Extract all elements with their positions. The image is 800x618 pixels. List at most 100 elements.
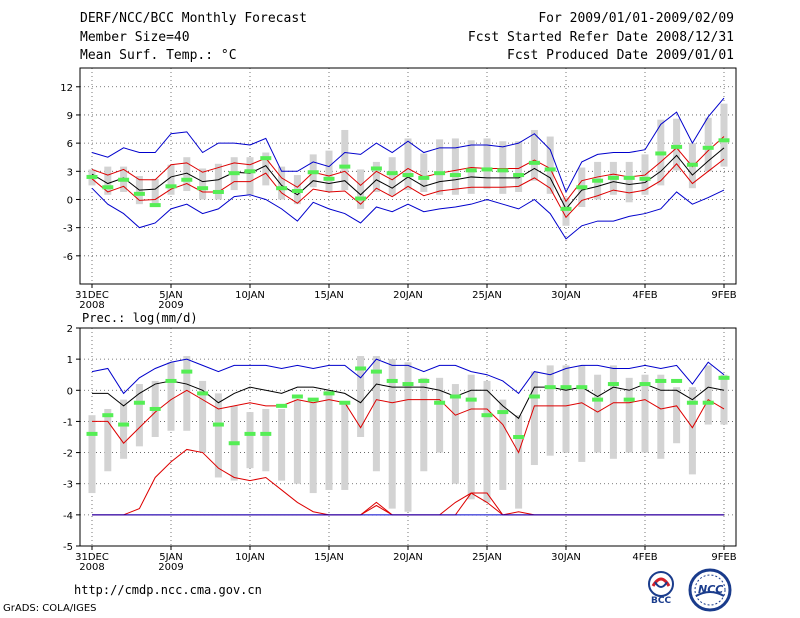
y-tick-label: -5: [63, 542, 73, 553]
mean-marker: [260, 431, 272, 436]
box-bar: [420, 153, 428, 192]
box-bar: [594, 374, 602, 453]
series-line-upper: [91, 136, 725, 203]
mean-marker: [465, 397, 477, 402]
box-bar: [499, 399, 507, 490]
box-bar: [278, 166, 286, 200]
mean-marker: [370, 166, 382, 171]
mean-marker: [133, 191, 145, 196]
box-bar: [183, 157, 191, 192]
x-tick-label: 4FEB: [632, 290, 657, 301]
x-tick-sublabel: 2009: [158, 300, 183, 311]
mean-marker: [276, 403, 288, 408]
box-bar: [625, 377, 633, 453]
mean-marker: [513, 173, 525, 178]
source-url[interactable]: http://cmdp.ncc.cma.gov.cn: [74, 583, 262, 597]
mean-marker: [355, 366, 367, 371]
box-bar: [120, 399, 128, 459]
mean-marker: [560, 206, 572, 211]
box-bar: [530, 371, 538, 466]
box-bar: [214, 163, 222, 200]
y-tick-label: -3: [63, 480, 73, 491]
box-bar: [451, 138, 459, 195]
x-tick-label: 10JAN: [235, 552, 265, 563]
mean-marker: [528, 160, 540, 165]
mean-marker: [276, 186, 288, 191]
mean-marker: [197, 186, 209, 191]
y-tick-label: 9: [67, 111, 73, 122]
series-line-max: [91, 358, 725, 395]
y-tick-label: -6: [63, 252, 73, 263]
box-bar: [388, 359, 396, 509]
bcc-logo-text: BCC: [651, 596, 672, 606]
member-size-label: Member Size=40: [80, 30, 190, 45]
mean-marker: [592, 397, 604, 402]
mean-marker: [702, 145, 714, 150]
box-bar: [104, 166, 112, 195]
box-bar: [325, 150, 333, 192]
forecast-started-label: Fcst Started Refer Date 2008/12/31: [467, 30, 734, 45]
y-tick-label: -3: [63, 224, 73, 235]
box-bar: [372, 356, 380, 472]
mean-marker: [544, 385, 556, 390]
box-bar: [214, 393, 222, 478]
mean-marker: [497, 168, 509, 173]
box-bar: [151, 178, 159, 207]
box-bar: [404, 362, 412, 512]
mean-marker: [323, 391, 335, 396]
panel-title: Prec.: log(mm/d): [82, 311, 198, 325]
mean-marker: [481, 167, 493, 172]
box-bar: [704, 365, 712, 425]
mean-marker: [655, 151, 667, 156]
mean-marker: [639, 382, 651, 387]
mean-marker: [607, 175, 619, 180]
x-tick-label: 31DEC: [75, 290, 109, 301]
forecast-period-label: For 2009/01/01-2009/02/09: [538, 11, 734, 26]
x-tick-label: 5JAN: [159, 290, 182, 301]
box-bar: [467, 374, 475, 500]
mean-marker: [671, 378, 683, 383]
box-bar: [357, 169, 365, 209]
mean-marker: [102, 185, 114, 190]
y-tick-label: -2: [63, 449, 73, 460]
box-bar: [357, 356, 365, 437]
mean-marker: [576, 385, 588, 390]
box-bar: [673, 118, 681, 171]
x-tick-sublabel: 2008: [79, 300, 104, 311]
x-tick-label: 30JAN: [551, 552, 581, 563]
box-bar: [183, 356, 191, 431]
mean-marker: [623, 397, 635, 402]
box-bar: [372, 161, 380, 192]
mean-marker: [133, 400, 145, 405]
variable-label: Mean Surf. Temp.: °C: [80, 48, 237, 63]
chart-title: DERF/NCC/BCC Monthly Forecast: [80, 11, 307, 26]
mean-marker: [655, 378, 667, 383]
x-tick-label: 9FEB: [711, 290, 736, 301]
box-bar: [562, 365, 570, 453]
box-bar: [309, 402, 317, 494]
box-bar: [515, 415, 523, 509]
mean-marker: [528, 394, 540, 399]
box-bar: [704, 117, 712, 172]
mean-marker: [165, 184, 177, 189]
box-bar: [657, 374, 665, 459]
y-tick-label: 12: [60, 83, 73, 94]
y-tick-label: -4: [63, 511, 73, 522]
y-tick-label: 0: [67, 386, 73, 397]
mean-marker: [197, 391, 209, 396]
box-bar: [246, 157, 254, 195]
box-bar: [246, 412, 254, 469]
mean-marker: [386, 171, 398, 176]
box-bar: [436, 377, 444, 453]
mean-marker: [497, 410, 509, 415]
box-bar: [499, 141, 507, 194]
mean-marker: [86, 431, 98, 436]
y-tick-label: 6: [67, 139, 73, 150]
y-tick-label: 2: [67, 324, 73, 335]
mean-marker: [702, 400, 714, 405]
mean-marker: [623, 175, 635, 180]
box-bar: [641, 374, 649, 453]
box-bar: [262, 408, 270, 472]
